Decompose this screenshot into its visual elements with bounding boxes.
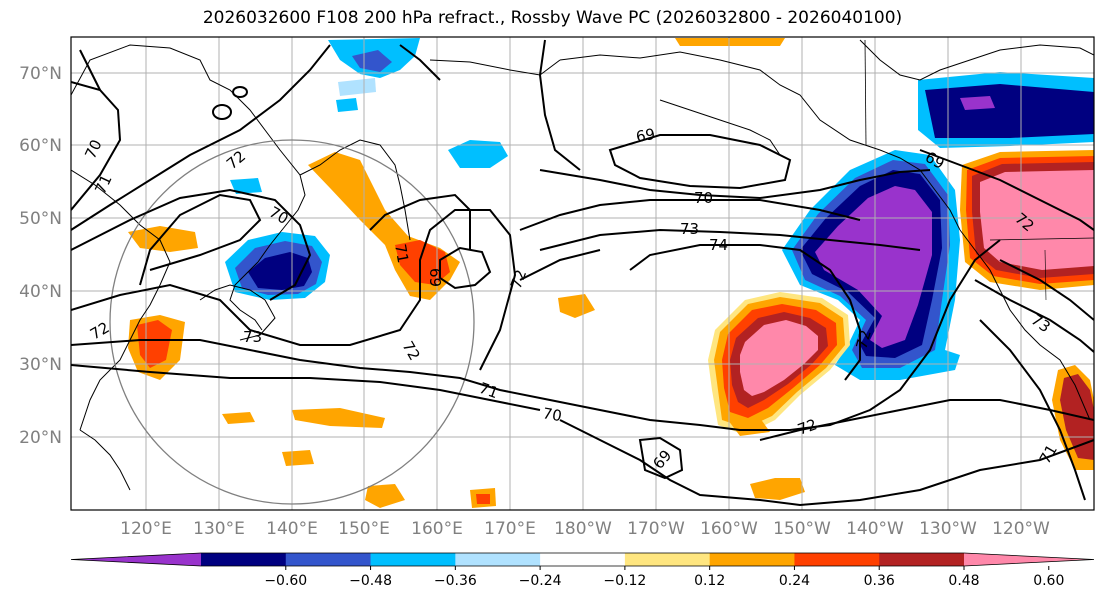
reference-circle bbox=[109, 139, 475, 505]
colorbar-tick-label: 0.60 bbox=[1033, 573, 1064, 589]
contour-label: 72 bbox=[852, 328, 874, 351]
lat-label: 70°N bbox=[19, 64, 62, 84]
colorbar-tick-label: −0.60 bbox=[264, 573, 307, 589]
colorbar-extend-high bbox=[964, 553, 1094, 566]
colorbar-tick-label: −0.48 bbox=[349, 573, 392, 589]
small-features bbox=[212, 86, 248, 120]
lat-label: 40°N bbox=[19, 282, 62, 302]
lat-label: 60°N bbox=[19, 136, 62, 156]
colorbar-box bbox=[201, 553, 287, 566]
contour-label: 69 bbox=[635, 125, 657, 146]
contour-label: 74 bbox=[709, 236, 728, 254]
colorbar-tick-label: 0.48 bbox=[948, 573, 979, 589]
lon-label: 150°W bbox=[773, 519, 831, 539]
contour-label: 69 bbox=[426, 268, 444, 287]
lon-label: 180°W bbox=[554, 519, 612, 539]
gridlines bbox=[71, 37, 1094, 510]
colorbar-tick-label: 0.12 bbox=[694, 573, 725, 589]
lon-label: 120°W bbox=[992, 519, 1050, 539]
lon-label: 160°W bbox=[700, 519, 758, 539]
map-title: 2026032600 F108 200 hPa refract., Rossby… bbox=[202, 8, 903, 28]
lon-label: 130°W bbox=[919, 519, 977, 539]
colorbar-box bbox=[540, 553, 626, 566]
contour-lines bbox=[71, 39, 1094, 507]
contour-label: 73 bbox=[680, 220, 699, 238]
lat-axis: 70°N 60°N 50°N 40°N 30°N 20°N bbox=[19, 64, 62, 448]
colorbar-box bbox=[285, 553, 372, 566]
lon-label: 140°E bbox=[266, 519, 318, 539]
contour-label: 73 bbox=[243, 328, 262, 346]
colorbar-outline bbox=[70, 552, 1095, 567]
lat-label: 50°N bbox=[19, 209, 62, 229]
contour-label: 72 bbox=[795, 415, 819, 438]
plot-frame bbox=[70, 36, 1095, 511]
lon-label: 170°W bbox=[627, 519, 685, 539]
contour-label: 70 bbox=[541, 404, 563, 425]
colorbar: −0.60 −0.48 −0.36 −0.24 −0.12 0.12 0.24 0.36 0.4… bbox=[70, 552, 1095, 589]
contour-label: 72 bbox=[507, 267, 530, 291]
lon-label: 150°E bbox=[338, 519, 390, 539]
lon-label: 130°E bbox=[193, 519, 245, 539]
colorbar-box bbox=[794, 553, 880, 566]
contour-label: 71 bbox=[477, 379, 501, 402]
colorbar-box bbox=[879, 553, 965, 566]
colorbar-box bbox=[709, 553, 795, 566]
colorbar-extend-low bbox=[71, 553, 201, 566]
colorbar-tick-label: −0.12 bbox=[603, 573, 646, 589]
colorbar-box bbox=[455, 553, 541, 566]
contour-label: 70 bbox=[694, 189, 713, 207]
colorbar-box bbox=[370, 553, 456, 566]
coastlines bbox=[71, 39, 1094, 491]
shaded-anomaly-fields bbox=[128, 38, 1094, 508]
lon-label: 170°E bbox=[484, 519, 536, 539]
lon-label: 160°E bbox=[411, 519, 463, 539]
colorbar-tick-label: 0.24 bbox=[779, 573, 810, 589]
contour-label: 71 bbox=[391, 243, 412, 265]
lat-label: 30°N bbox=[19, 355, 62, 375]
lon-axis: 120°E 130°E 140°E 150°E 160°E 170°E 180°… bbox=[120, 519, 1050, 539]
lat-label: 20°N bbox=[19, 428, 62, 448]
lon-label: 140°W bbox=[846, 519, 904, 539]
colorbar-tick-label: −0.24 bbox=[519, 573, 562, 589]
lon-label: 120°E bbox=[120, 519, 172, 539]
colorbar-box bbox=[624, 553, 711, 566]
colorbar-tick-label: −0.36 bbox=[434, 573, 477, 589]
colorbar-tick-label: 0.36 bbox=[864, 573, 895, 589]
